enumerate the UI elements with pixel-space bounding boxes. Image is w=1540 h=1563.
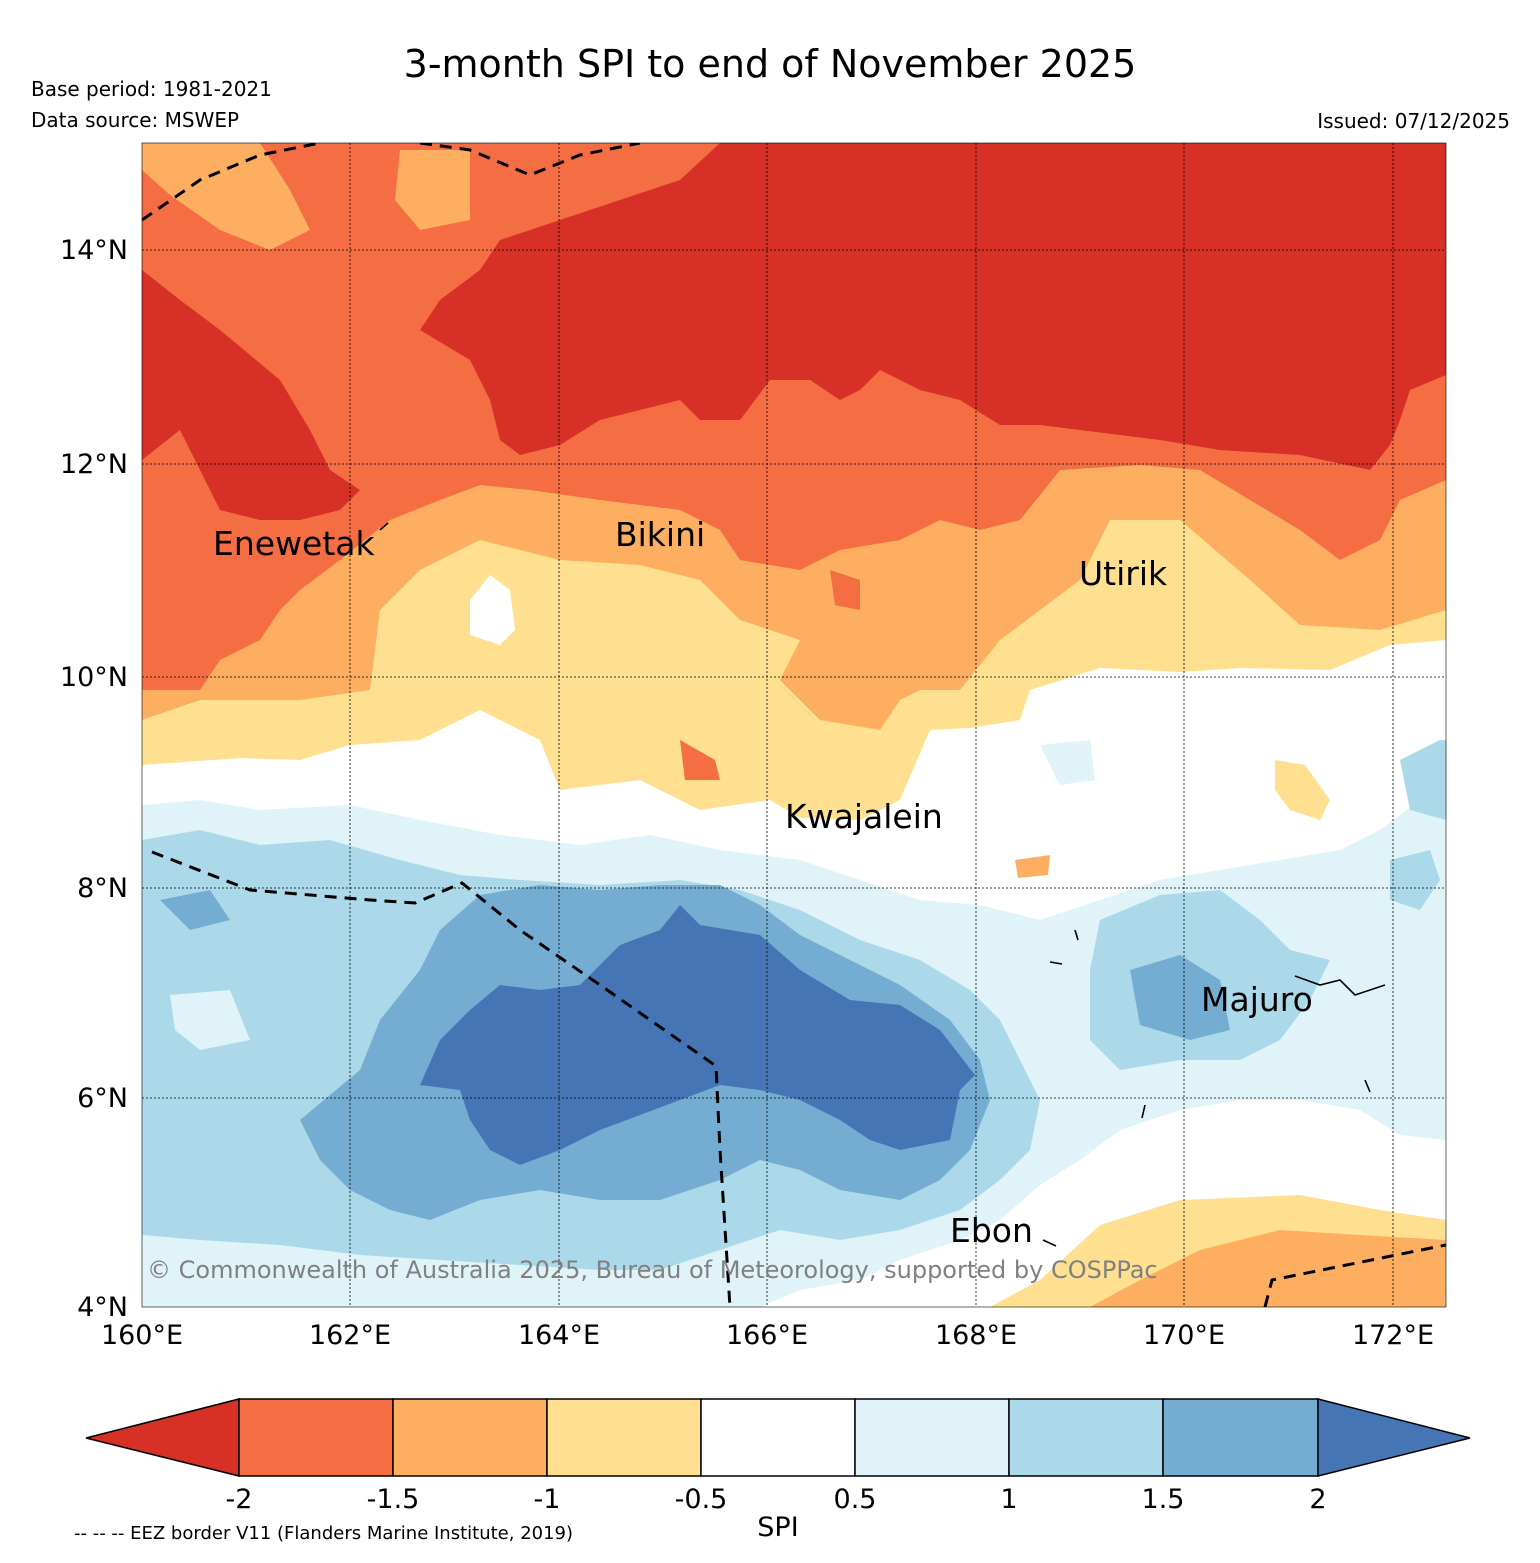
colorbar-title: SPI	[757, 1512, 799, 1543]
lat-label: 14°N	[60, 235, 128, 266]
place-label-kwajalein: Kwajalein	[785, 797, 943, 836]
base-period-label: Base period: 1981-2021	[31, 77, 272, 101]
spi-contour-field	[142, 143, 1446, 1307]
lat-label: 12°N	[60, 449, 128, 480]
lon-label: 166°E	[726, 1320, 808, 1351]
lon-label: 160°E	[101, 1320, 183, 1351]
colorbar-swatch	[238, 1398, 394, 1477]
lat-label: 4°N	[77, 1292, 128, 1323]
lon-label: 168°E	[935, 1320, 1017, 1351]
colorbar-tick-labels: -2 -1.5 -1 -0.5 0.5 1 1.5 2	[226, 1484, 1327, 1515]
colorbar-swatch	[392, 1398, 548, 1477]
colorbar-swatch	[1008, 1398, 1164, 1477]
colorbar-tick: 0.5	[834, 1484, 877, 1515]
lat-label: 10°N	[60, 662, 128, 693]
map-title: 3-month SPI to end of November 2025	[403, 42, 1137, 86]
colorbar-swatch	[546, 1398, 702, 1477]
colorbar-swatch	[85, 1398, 240, 1477]
latitude-labels: 14°N 12°N 10°N 8°N 6°N 4°N	[60, 235, 128, 1323]
lat-label: 6°N	[77, 1083, 128, 1114]
place-label-enewetak: Enewetak	[213, 524, 376, 563]
lon-label: 170°E	[1143, 1320, 1225, 1351]
gridlines	[142, 143, 1446, 1307]
colorbar-swatch	[700, 1398, 856, 1477]
longitude-labels: 160°E 162°E 164°E 166°E 168°E 170°E 172°…	[101, 1320, 1434, 1351]
lat-label: 8°N	[77, 873, 128, 904]
colorbar-tick: -1	[534, 1484, 561, 1515]
colorbar-tick: -2	[226, 1484, 253, 1515]
colorbar-tick: 1.5	[1142, 1484, 1185, 1515]
lon-label: 172°E	[1352, 1320, 1434, 1351]
colorbar-swatch	[1317, 1398, 1471, 1477]
issued-date-label: Issued: 07/12/2025	[1317, 109, 1510, 133]
colorbar-tick: -0.5	[675, 1484, 728, 1515]
colorbar-tick: 2	[1309, 1484, 1326, 1515]
place-labels: Enewetak Bikini Utirik Kwajalein Majuro …	[213, 515, 1313, 1250]
lon-label: 162°E	[309, 1320, 391, 1351]
eez-border-note: -- -- -- EEZ border V11 (Flanders Marine…	[74, 1523, 574, 1544]
copyright-text: © Commonwealth of Australia 2025, Bureau…	[147, 1256, 1158, 1284]
place-label-utirik: Utirik	[1079, 554, 1168, 593]
colorbar-tick: 1	[1000, 1484, 1017, 1515]
place-label-majuro: Majuro	[1201, 980, 1313, 1019]
colorbar-tick: -1.5	[367, 1484, 420, 1515]
spi-band-deep-red	[420, 143, 1446, 470]
place-label-bikini: Bikini	[615, 515, 705, 554]
spi-colorbar	[85, 1398, 1471, 1477]
data-source-label: Data source: MSWEP	[31, 108, 240, 132]
lon-label: 164°E	[518, 1320, 600, 1351]
colorbar-swatch	[1162, 1398, 1319, 1477]
map-frame	[141, 142, 1447, 1308]
colorbar-swatch	[854, 1398, 1010, 1477]
eez-border-lines	[142, 143, 1446, 1307]
place-label-ebon: Ebon	[950, 1211, 1033, 1250]
